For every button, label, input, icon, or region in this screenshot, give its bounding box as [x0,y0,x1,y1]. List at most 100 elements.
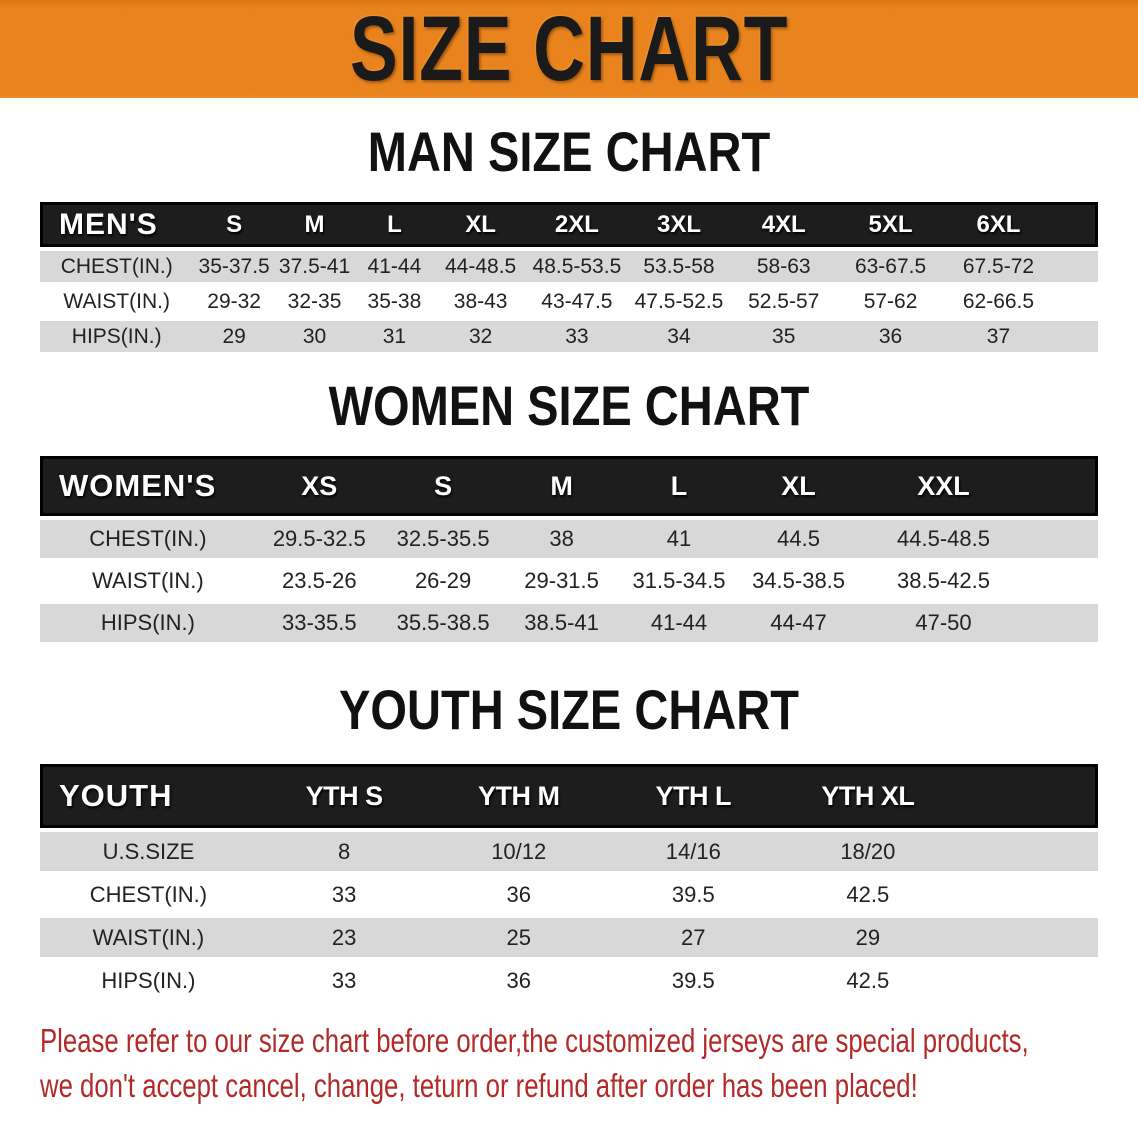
men-measurement-row: HIPS(IN.) 29 30 31 32 33 34 35 36 37 [40,317,1098,352]
section-women: WOMEN SIZE CHART WOMEN'S XS S M L XL XXL CHEST(… [0,378,1138,642]
youth-size-value: 10/12 [431,828,606,871]
youth-row-spacer [955,828,1098,871]
women-size-value: 44.5 [738,516,859,558]
men-size-value: 58-63 [730,247,837,282]
men-row-spacer [1052,282,1098,317]
youth-size-column-header: YTH S [256,764,432,828]
women-size-value: 47-50 [858,600,1029,642]
youth-size-value: 29 [780,914,956,957]
women-size-value: 29.5-32.5 [255,516,383,558]
women-size-value: 44.5-48.5 [858,516,1029,558]
size-chart-page: SIZE CHART MAN SIZE CHART MEN'S S M L XL 2XL 3… [0,0,1138,1108]
youth-header-spacer [955,764,1098,828]
men-size-value: 31 [354,317,435,352]
youth-corner-label: YOUTH [40,764,257,828]
women-size-value: 29-31.5 [503,558,620,600]
men-size-value: 38-43 [434,282,527,317]
women-row-label: WAIST(IN.) [40,558,256,600]
men-size-column-header: L [354,202,435,247]
men-size-column-header: M [274,202,355,247]
men-size-value: 34 [627,317,731,352]
youth-row-label: CHEST(IN.) [40,871,257,914]
men-row-spacer [1052,317,1098,352]
youth-size-value: 39.5 [606,871,781,914]
youth-row-spacer [955,914,1098,957]
youth-size-value: 33 [256,957,432,1000]
youth-size-value: 36 [431,957,606,1000]
youth-size-value: 36 [431,871,606,914]
disclaimer: Please refer to our size chart before or… [40,1018,1101,1108]
men-corner-label: MEN'S [40,202,194,247]
men-size-value: 33 [526,317,628,352]
women-size-column-header: XL [738,456,859,516]
women-row-spacer [1028,558,1098,600]
women-size-value: 35.5-38.5 [382,600,504,642]
women-row-label: HIPS(IN.) [40,600,256,642]
men-size-value: 43-47.5 [526,282,628,317]
youth-size-value: 42.5 [780,957,956,1000]
women-size-value: 34.5-38.5 [738,558,859,600]
women-size-value: 33-35.5 [255,600,383,642]
youth-size-column-header: YTH XL [780,764,956,828]
youth-size-column-header: YTH L [606,764,781,828]
section-youth: YOUTH SIZE CHART YOUTH YTH S YTH M YTH L YTH… [0,682,1138,1000]
women-measurement-row: HIPS(IN.) 33-35.5 35.5-38.5 38.5-41 41-44 44-… [40,600,1098,642]
men-size-column-header: S [193,202,275,247]
men-size-column-header: 6XL [944,202,1053,247]
women-size-column-header: XXL [858,456,1029,516]
youth-size-value: 27 [606,914,781,957]
youth-measurement-row: HIPS(IN.) 33 36 39.5 42.5 [40,957,1098,1000]
men-size-value: 35 [730,317,837,352]
disclaimer-line-2: we don't accept cancel, change, teturn o… [40,1067,918,1104]
men-size-value: 29-32 [193,282,275,317]
men-header-row: MEN'S S M L XL 2XL 3XL 4XL 5XL 6XL [40,202,1098,247]
women-corner-label: WOMEN'S [40,456,256,516]
men-size-column-header: 4XL [730,202,837,247]
youth-size-value: 25 [431,914,606,957]
men-size-value: 57-62 [836,282,945,317]
youth-size-value: 39.5 [606,957,781,1000]
youth-header-row: YOUTH YTH S YTH M YTH L YTH XL [40,764,1098,828]
women-size-table-host: WOMEN'S XS S M L XL XXL CHEST(IN.) 29.5-32.5 32.5… [0,456,1138,642]
men-size-table-host: MEN'S S M L XL 2XL 3XL 4XL 5XL 6XL CHEST(IN.) 35-37… [0,202,1138,352]
women-size-value: 23.5-26 [255,558,383,600]
men-section-heading: MAN SIZE CHART [367,120,771,183]
women-size-value: 44-47 [738,600,859,642]
men-header-spacer [1052,202,1098,247]
youth-measurement-row: CHEST(IN.) 33 36 39.5 42.5 [40,871,1098,914]
men-size-value: 48.5-53.5 [526,247,628,282]
women-size-value: 31.5-34.5 [619,558,739,600]
youth-size-value: 23 [256,914,432,957]
men-size-value: 67.5-72 [944,247,1053,282]
men-size-column-header: 2XL [526,202,628,247]
women-section-heading: WOMEN SIZE CHART [328,374,810,437]
women-measurement-row: WAIST(IN.) 23.5-26 26-29 29-31.5 31.5-34.5 34… [40,558,1098,600]
men-row-spacer [1052,247,1098,282]
men-size-value: 37.5-41 [274,247,355,282]
women-size-table: WOMEN'S XS S M L XL XXL CHEST(IN.) 29.5-32.5 32.5… [40,456,1098,642]
youth-row-spacer [955,871,1098,914]
youth-size-table: YOUTH YTH S YTH M YTH L YTH XL U.S.SIZE 8 10/12… [40,764,1098,1000]
men-size-value: 35-38 [354,282,435,317]
women-header-spacer [1028,456,1098,516]
men-size-column-header: 3XL [627,202,731,247]
women-size-column-header: XS [255,456,383,516]
men-size-value: 36 [836,317,945,352]
women-size-value: 26-29 [382,558,504,600]
youth-size-value: 42.5 [780,871,956,914]
youth-measurement-row: U.S.SIZE 8 10/12 14/16 18/20 [40,828,1098,871]
youth-row-label: HIPS(IN.) [40,957,257,1000]
men-size-value: 62-66.5 [944,282,1053,317]
men-size-value: 35-37.5 [193,247,275,282]
women-size-value: 41 [619,516,739,558]
women-size-column-header: M [503,456,620,516]
women-size-value: 38 [503,516,620,558]
men-size-value: 63-67.5 [836,247,945,282]
men-size-value: 29 [193,317,275,352]
men-size-value: 53.5-58 [627,247,731,282]
men-size-value: 47.5-52.5 [627,282,731,317]
women-size-value: 38.5-41 [503,600,620,642]
men-size-value: 32-35 [274,282,355,317]
youth-size-column-header: YTH M [431,764,606,828]
women-size-value: 38.5-42.5 [858,558,1029,600]
